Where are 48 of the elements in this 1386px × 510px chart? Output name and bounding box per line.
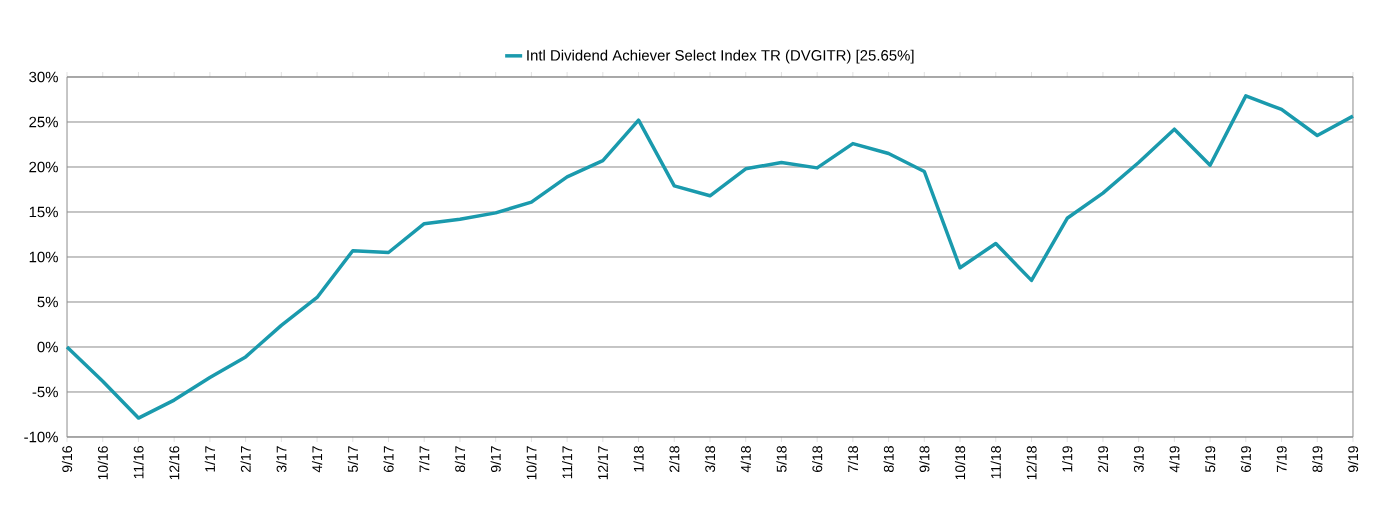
y-tick-label: 10% [29, 251, 58, 263]
x-tick-label: 10/16 [97, 446, 108, 480]
x-tick-label: 11/17 [561, 446, 573, 479]
x-tick-label: 8/19 [1312, 446, 1323, 473]
x-tick-label: 5/17 [347, 446, 358, 473]
x-tick-label: 9/16 [61, 446, 73, 472]
x-tick-label: 3/17 [276, 446, 287, 473]
x-tick-label: 11/16 [133, 446, 144, 479]
x-tick-label: 2/17 [240, 446, 251, 472]
x-tick-label: 9/17 [490, 446, 501, 472]
x-tick-label: 2/19 [1097, 446, 1109, 472]
x-tick-label: 6/18 [812, 446, 823, 472]
x-tick-label: 8/18 [883, 446, 894, 473]
x-tick-label: 9/19 [1347, 446, 1359, 472]
x-tick-label: 6/19 [1240, 446, 1251, 472]
x-tick-label: 11/18 [990, 446, 1001, 479]
x-tick-label: 3/18 [704, 446, 716, 473]
x-tick-label: 7/17 [419, 446, 430, 472]
x-tick-label: 12/18 [1026, 446, 1037, 480]
legend-label: Intl Dividend Achiever Select Index TR (DVGITR) [25.65%] [527, 49, 914, 64]
line-series [65, 94, 1355, 420]
x-tick-label: 7/18 [847, 446, 859, 472]
y-tick-label: -5% [32, 386, 58, 398]
x-tick-label: 3/19 [1133, 446, 1144, 473]
y-tick-label: 25% [29, 116, 58, 128]
x-tick-label: 8/17 [454, 446, 466, 473]
x-tick-label: 4/18 [740, 446, 751, 473]
y-tick-label: -10% [24, 431, 58, 443]
x-tick-label: 9/18 [919, 446, 930, 472]
x-tick-label: 2/18 [669, 446, 680, 472]
y-tick-label: 20% [29, 161, 58, 173]
y-tick-label: 15% [29, 206, 58, 218]
x-tick-label: 5/18 [776, 446, 787, 473]
x-tick-label: 7/19 [1276, 446, 1287, 472]
x-tick-label: 4/19 [1169, 446, 1180, 473]
x-tick-label: 10/17 [526, 446, 537, 480]
x-tick-label: 1/18 [633, 446, 644, 472]
x-tick-label: 5/19 [1204, 446, 1216, 473]
y-tick-label: 5% [37, 296, 58, 308]
x-tick-label: 10/18 [954, 446, 966, 480]
x-tick-label: 1/19 [1062, 446, 1073, 472]
x-tick-label: 1/17 [204, 446, 216, 472]
x-tick-label: 6/17 [383, 446, 394, 472]
x-tick-label: 12/16 [169, 446, 180, 480]
x-tick-label: 4/17 [311, 446, 323, 473]
y-tick-label: 0% [37, 341, 58, 353]
y-tick-label: 30% [29, 71, 58, 83]
x-tick-label: 12/17 [597, 446, 608, 480]
